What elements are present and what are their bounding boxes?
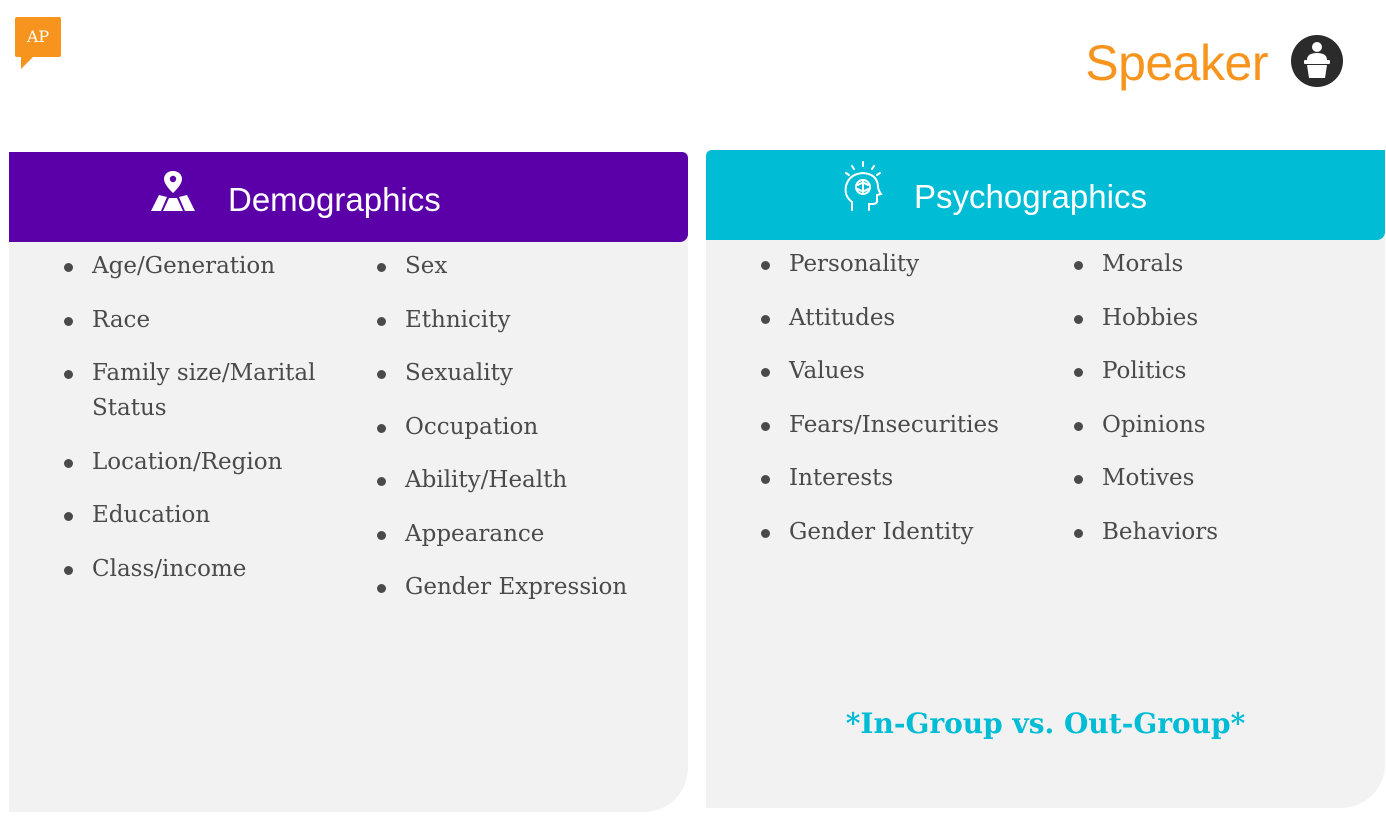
head-brain-icon	[844, 161, 883, 211]
list-item: Ethnicity	[374, 303, 674, 338]
psychographics-list-2: Morals Hobbies Politics Opinions Motives Beha…	[1071, 247, 1361, 568]
list-item: Hobbies	[1071, 301, 1361, 336]
in-group-note: *In-Group vs. Out-Group*	[845, 707, 1246, 740]
list-item: Appearance	[374, 517, 674, 552]
list-item: Behaviors	[1071, 515, 1361, 550]
list-item: Personality	[758, 247, 1048, 282]
list-item: Occupation	[374, 410, 674, 445]
list-item: Location/Region	[61, 445, 331, 480]
page-title: Speaker	[1085, 35, 1268, 91]
list-item: Gender Expression	[374, 570, 674, 605]
demographics-title: Demographics	[228, 181, 441, 218]
list-item: Fears/Insecurities	[758, 408, 1048, 443]
list-item: Interests	[758, 461, 1048, 496]
demographics-card: Demographics Age/Generation Race Family si…	[9, 152, 688, 812]
demographics-list-1: Age/Generation Race Family size/Marital St…	[61, 249, 331, 605]
list-item: Opinions	[1071, 408, 1361, 443]
psychographics-banner: Psychographics	[706, 150, 1385, 240]
psychographics-title: Psychographics	[914, 178, 1147, 215]
demographics-banner: Demographics	[9, 152, 688, 242]
list-item: Values	[758, 354, 1048, 389]
psychographics-list-1: Personality Attitudes Values Fears/Insecuri…	[758, 247, 1048, 568]
logo-bubble-tail	[21, 55, 35, 69]
list-item: Politics	[1071, 354, 1361, 389]
podium-speaker-icon	[1291, 35, 1343, 87]
list-item: Ability/Health	[374, 463, 674, 498]
list-item: Sexuality	[374, 356, 674, 391]
list-item: Motives	[1071, 461, 1361, 496]
list-item: Race	[61, 303, 331, 338]
list-item: Morals	[1071, 247, 1361, 282]
list-item: Gender Identity	[758, 515, 1048, 550]
psychographics-card: Psychographics Personality Attitudes Value…	[706, 150, 1385, 808]
ap-logo: AP	[15, 17, 61, 69]
demographics-list-2: Sex Ethnicity Sexuality Occupation Ability/H…	[374, 249, 674, 624]
list-item: Class/income	[61, 552, 331, 587]
list-item: Family size/Marital Status	[61, 356, 331, 426]
list-item: Education	[61, 498, 331, 533]
list-item: Age/Generation	[61, 249, 331, 284]
list-item: Attitudes	[758, 301, 1048, 336]
map-pin-icon	[151, 171, 195, 211]
logo-text: AP	[26, 27, 50, 46]
list-item: Sex	[374, 249, 674, 284]
logo-bubble	[15, 17, 61, 57]
